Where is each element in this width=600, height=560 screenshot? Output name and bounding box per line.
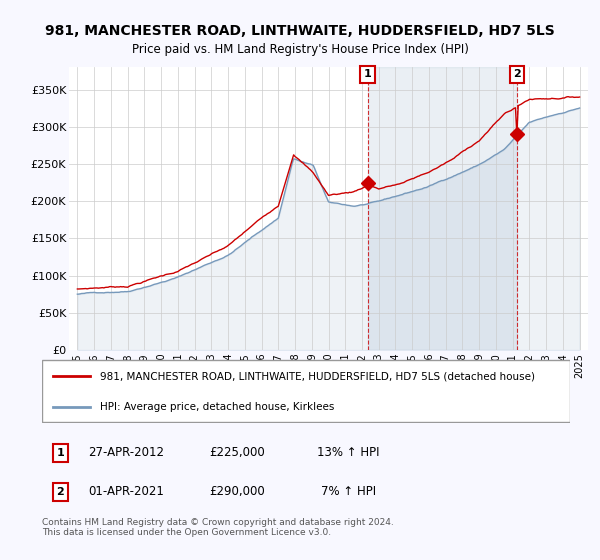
- Text: 7% ↑ HPI: 7% ↑ HPI: [320, 486, 376, 498]
- Text: 981, MANCHESTER ROAD, LINTHWAITE, HUDDERSFIELD, HD7 5LS: 981, MANCHESTER ROAD, LINTHWAITE, HUDDER…: [45, 24, 555, 38]
- Text: 2: 2: [513, 69, 521, 80]
- Text: 981, MANCHESTER ROAD, LINTHWAITE, HUDDERSFIELD, HD7 5LS (detached house): 981, MANCHESTER ROAD, LINTHWAITE, HUDDER…: [100, 371, 535, 381]
- Text: 27-APR-2012: 27-APR-2012: [88, 446, 164, 459]
- Text: 2: 2: [56, 487, 64, 497]
- Bar: [368, 67, 517, 350]
- FancyBboxPatch shape: [42, 360, 570, 422]
- Text: 1: 1: [56, 447, 64, 458]
- Text: £225,000: £225,000: [209, 446, 265, 459]
- Text: 13% ↑ HPI: 13% ↑ HPI: [317, 446, 379, 459]
- Text: Contains HM Land Registry data © Crown copyright and database right 2024.
This d: Contains HM Land Registry data © Crown c…: [42, 518, 394, 538]
- Text: 1: 1: [364, 69, 371, 80]
- Text: 01-APR-2021: 01-APR-2021: [89, 486, 164, 498]
- Text: £290,000: £290,000: [209, 486, 265, 498]
- Text: HPI: Average price, detached house, Kirklees: HPI: Average price, detached house, Kirk…: [100, 402, 334, 412]
- Text: Price paid vs. HM Land Registry's House Price Index (HPI): Price paid vs. HM Land Registry's House …: [131, 43, 469, 56]
